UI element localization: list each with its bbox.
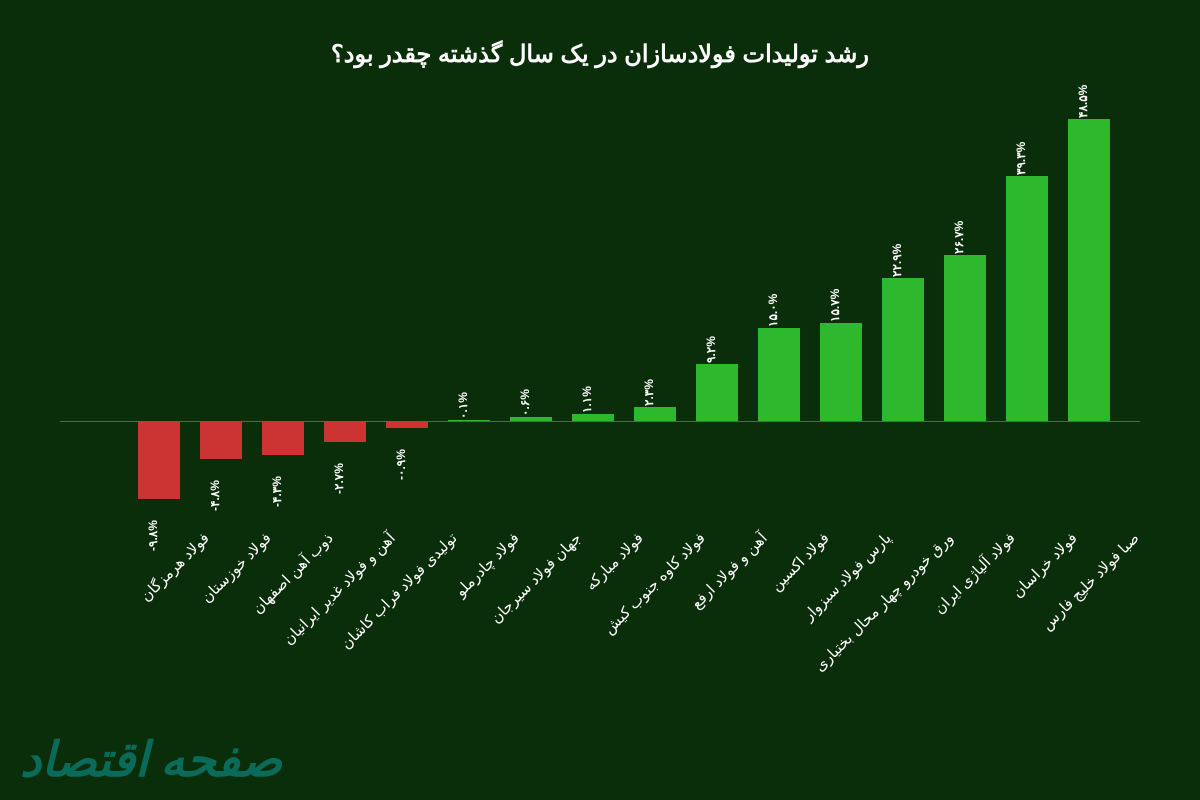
bar-value-label: ۲.۳% [642, 379, 656, 406]
bar [1006, 176, 1048, 421]
bar-value-label: ۲۲.۹% [890, 244, 904, 277]
bar [820, 323, 862, 421]
bar-value-label: -۰.۹% [394, 449, 408, 480]
bar [262, 421, 304, 455]
watermark-logo: صفحه اقتصاد [20, 742, 282, 780]
bar [1068, 119, 1110, 421]
bar [758, 328, 800, 421]
bar-value-label: ۰.۶% [518, 389, 532, 416]
bar [944, 255, 986, 421]
bar-value-label: ۱.۱% [580, 386, 594, 413]
bar-value-label: -۲.۷% [332, 464, 346, 495]
bar-value-label: ۳۹.۳% [1014, 142, 1028, 175]
bar-value-label: ۱۵.۰% [766, 293, 780, 326]
bar [696, 364, 738, 421]
bar-value-label: -۹.۸% [146, 520, 160, 551]
bar-value-label: ۱۵.۷% [828, 289, 842, 322]
bar [138, 421, 180, 499]
bar-value-label: -۴.۸% [208, 480, 222, 511]
bar-value-label: ۹.۲% [704, 336, 718, 363]
bar [572, 414, 614, 421]
bar [448, 420, 490, 421]
bar [634, 407, 676, 421]
bar-value-label: ۴۸.۵% [1076, 85, 1090, 118]
bar-value-label: -۴.۳% [270, 476, 284, 507]
bar [324, 421, 366, 442]
bar-value-label: ۲۶.۷% [952, 220, 966, 253]
bar [200, 421, 242, 459]
bar [386, 421, 428, 428]
chart-title: رشد تولیدات فولادسازان در یک سال گذشته چ… [60, 40, 1140, 69]
bar-value-label: ۰.۱% [456, 392, 470, 419]
chart-container: رشد تولیدات فولادسازان در یک سال گذشته چ… [60, 40, 1140, 760]
bar [882, 278, 924, 421]
plot-area: ۴۸.۵%صبا فولاد خلیج فارس۳۹.۳%فولاد خراسا… [60, 109, 1140, 509]
bar [510, 417, 552, 421]
